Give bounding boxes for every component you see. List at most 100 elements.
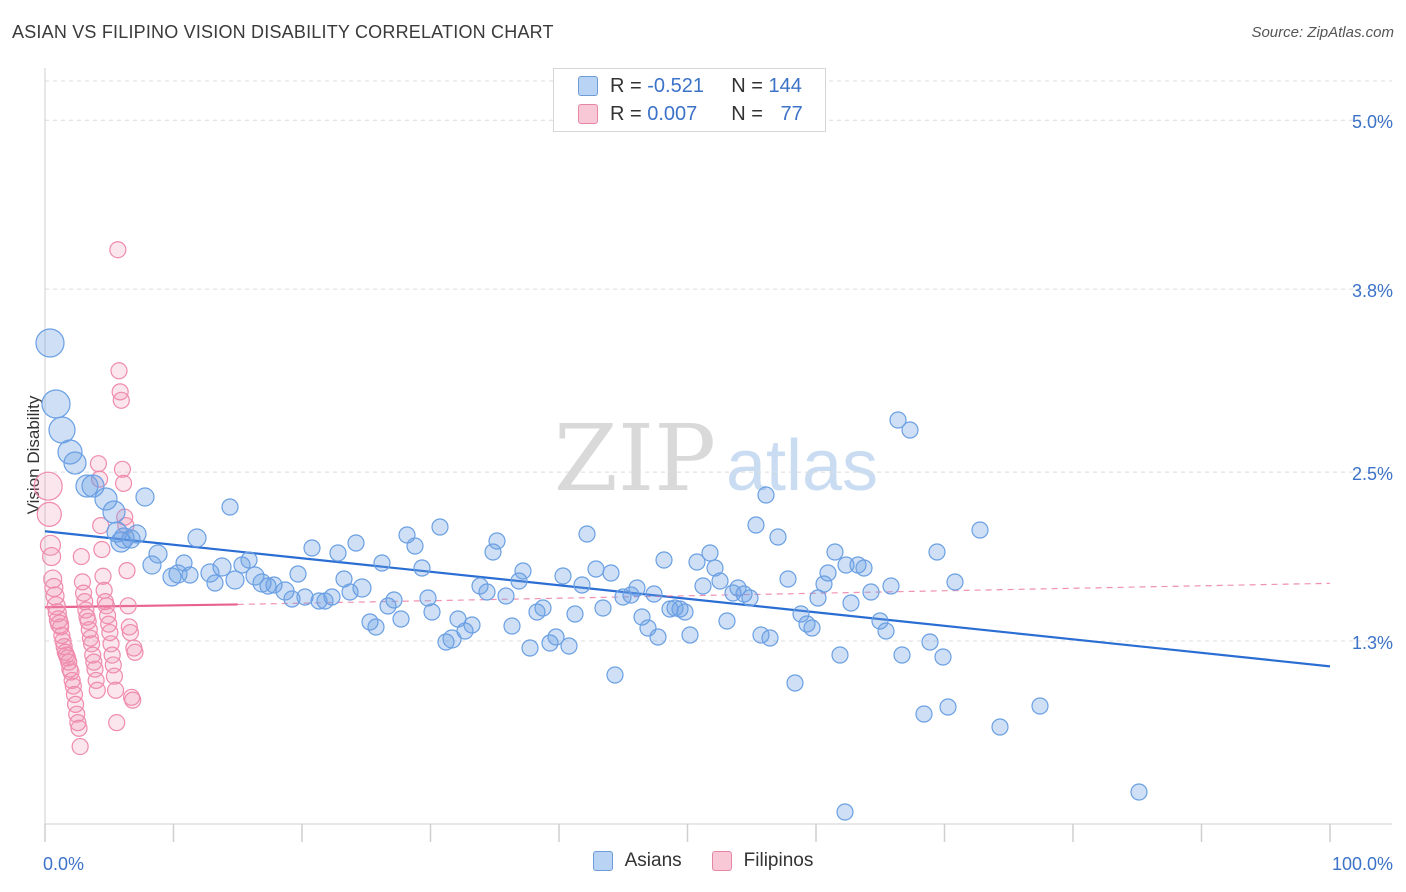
legend-n-value-asians: 144 bbox=[768, 74, 802, 97]
asians-point bbox=[893, 646, 911, 664]
asians-point bbox=[628, 579, 646, 597]
asians-point bbox=[578, 525, 596, 543]
filipinos-point bbox=[69, 714, 87, 732]
filipinos-swatch bbox=[578, 104, 598, 124]
filipinos-point bbox=[119, 597, 137, 615]
asians-point bbox=[786, 674, 804, 692]
asians-point bbox=[939, 698, 957, 716]
asians-point bbox=[102, 500, 126, 524]
asians-point bbox=[587, 560, 605, 578]
asians-point bbox=[406, 537, 424, 555]
asians-point bbox=[718, 612, 736, 630]
asians-point bbox=[666, 599, 684, 617]
asians-point bbox=[200, 563, 220, 583]
asians-point bbox=[711, 572, 729, 590]
asians-point bbox=[681, 626, 699, 644]
asians-point bbox=[826, 543, 844, 561]
asians-point bbox=[882, 577, 900, 595]
legend-r-label-asians: R = bbox=[610, 74, 642, 97]
legend-n-value-filipinos: 77 bbox=[780, 102, 803, 125]
asians-point bbox=[741, 589, 759, 607]
asians-point bbox=[497, 587, 515, 605]
filipinos-point bbox=[106, 681, 125, 699]
filipinos-point bbox=[41, 546, 62, 567]
asians-point bbox=[148, 544, 168, 564]
asians-point bbox=[831, 646, 849, 664]
asians-point bbox=[181, 566, 199, 584]
asians-point bbox=[437, 633, 455, 651]
asians-point bbox=[701, 544, 719, 562]
asians-point bbox=[633, 608, 651, 626]
asians-point bbox=[240, 551, 258, 569]
filipinos-point bbox=[94, 567, 112, 585]
y-tick-label: 2.5% bbox=[1352, 464, 1393, 484]
asians-point bbox=[57, 439, 83, 465]
asians-point bbox=[431, 518, 449, 536]
asians-point bbox=[484, 543, 502, 561]
asians-point bbox=[94, 487, 118, 511]
asians-point bbox=[769, 528, 787, 546]
filipinos-point bbox=[72, 547, 90, 566]
asians-point bbox=[135, 487, 155, 507]
legend-label-filipinos: Filipinos bbox=[743, 850, 814, 871]
filipinos-point bbox=[108, 714, 126, 732]
asians-point bbox=[385, 591, 403, 609]
filipinos-point bbox=[118, 562, 136, 580]
asians-point bbox=[225, 570, 245, 590]
asians-point bbox=[901, 421, 919, 439]
filipinos-point bbox=[70, 719, 88, 737]
asians-point bbox=[296, 588, 314, 606]
asians-point bbox=[815, 575, 833, 593]
asians-point bbox=[915, 705, 933, 723]
asians-point bbox=[521, 639, 539, 657]
asians-point bbox=[259, 577, 277, 595]
asians-point bbox=[877, 622, 895, 640]
asians-point bbox=[419, 589, 437, 607]
asians-point bbox=[836, 803, 854, 821]
filipinos-point bbox=[46, 596, 66, 616]
x-tick-label-min: 0.0% bbox=[43, 854, 84, 874]
asians-point bbox=[35, 328, 65, 358]
asians-point bbox=[187, 528, 207, 548]
legend-item-filipinos[interactable]: Filipinos bbox=[711, 850, 814, 872]
filipinos-trend-line bbox=[44, 603, 238, 609]
asians-point bbox=[303, 539, 321, 557]
asians-point bbox=[792, 605, 810, 623]
filipinos-point bbox=[89, 455, 108, 473]
asians-point bbox=[41, 389, 71, 419]
asians-point bbox=[842, 594, 860, 612]
asians-point bbox=[212, 557, 232, 577]
asians-point bbox=[442, 629, 462, 649]
asians-point bbox=[471, 577, 489, 595]
filipinos-point bbox=[63, 671, 81, 690]
chart-title: ASIAN VS FILIPINO VISION DISABILITY CORR… bbox=[12, 22, 554, 42]
filipinos-point bbox=[36, 501, 62, 527]
x-tick-label-max: 100.0% bbox=[1332, 854, 1393, 874]
asians-point bbox=[488, 532, 506, 550]
asians-point bbox=[352, 578, 372, 598]
asians-point bbox=[503, 617, 521, 635]
asians-point bbox=[752, 626, 770, 644]
asians-point bbox=[602, 564, 620, 582]
filipinos-point bbox=[71, 737, 89, 756]
filipinos-point bbox=[105, 667, 124, 685]
asians-point bbox=[622, 586, 640, 604]
filipinos-point bbox=[109, 241, 127, 259]
source-label: Source: ZipAtlas.com bbox=[1251, 24, 1394, 41]
filipinos-point bbox=[45, 586, 65, 606]
filipinos-legend-swatch bbox=[711, 851, 732, 871]
filipinos-point bbox=[110, 362, 128, 380]
legend-item-asians[interactable]: Asians bbox=[592, 850, 682, 872]
asians-point bbox=[289, 565, 307, 583]
asians-point bbox=[747, 516, 765, 534]
asians-point bbox=[456, 622, 474, 640]
filipinos-point bbox=[114, 474, 133, 492]
asians-point bbox=[329, 544, 347, 562]
asians-point bbox=[245, 566, 265, 586]
asians-point bbox=[121, 529, 141, 549]
asians-point bbox=[655, 551, 673, 569]
legend-n-label-filipinos: N = bbox=[731, 102, 763, 125]
asians-point bbox=[48, 416, 76, 444]
asians-point bbox=[779, 570, 797, 588]
